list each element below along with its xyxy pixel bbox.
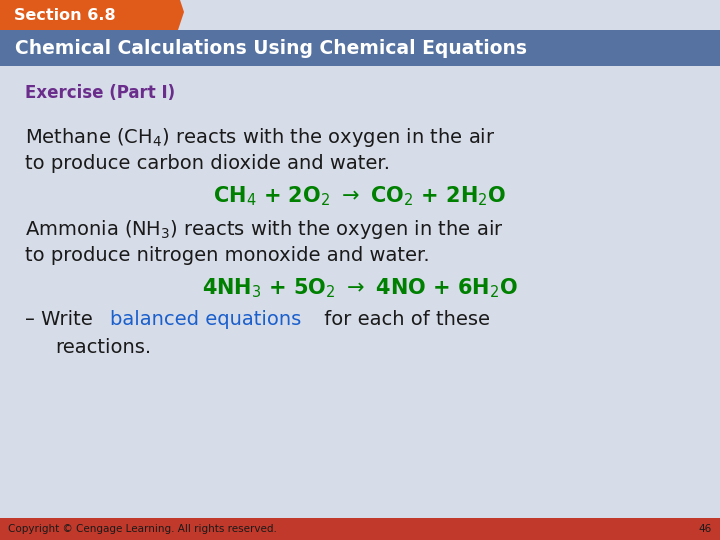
FancyBboxPatch shape [0,30,720,66]
Text: 4NH$_3$ + 5O$_2$ $\rightarrow$ 4NO + 6H$_2$O: 4NH$_3$ + 5O$_2$ $\rightarrow$ 4NO + 6H$… [202,276,518,300]
Polygon shape [8,0,184,30]
Text: 46: 46 [698,524,712,534]
Text: Ammonia (NH$_3$) reacts with the oxygen in the air: Ammonia (NH$_3$) reacts with the oxygen … [25,218,503,241]
Text: – Write: – Write [25,310,99,329]
Text: reactions.: reactions. [55,338,151,357]
Text: CH$_4$ + 2O$_2$ $\rightarrow$ CO$_2$ + 2H$_2$O: CH$_4$ + 2O$_2$ $\rightarrow$ CO$_2$ + 2… [213,184,507,207]
FancyBboxPatch shape [0,0,8,30]
Text: Copyright © Cengage Learning. All rights reserved.: Copyright © Cengage Learning. All rights… [8,524,277,534]
Text: to produce carbon dioxide and water.: to produce carbon dioxide and water. [25,154,390,173]
Text: Chemical Calculations Using Chemical Equations: Chemical Calculations Using Chemical Equ… [15,38,527,57]
Text: for each of these: for each of these [318,310,490,329]
Text: Exercise (Part I): Exercise (Part I) [25,84,175,102]
Text: balanced equations: balanced equations [110,310,301,329]
Text: to produce nitrogen monoxide and water.: to produce nitrogen monoxide and water. [25,246,430,265]
Text: Section 6.8: Section 6.8 [14,8,116,23]
FancyBboxPatch shape [0,518,720,540]
Text: Methane (CH$_4$) reacts with the oxygen in the air: Methane (CH$_4$) reacts with the oxygen … [25,126,495,149]
